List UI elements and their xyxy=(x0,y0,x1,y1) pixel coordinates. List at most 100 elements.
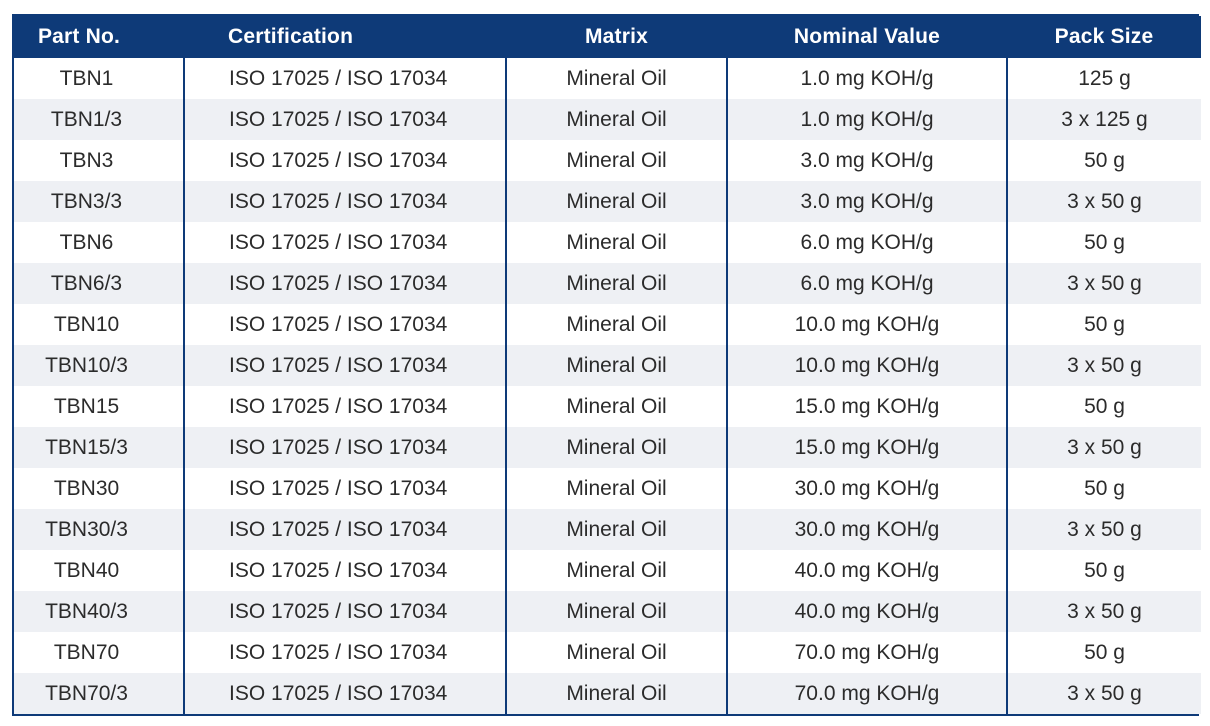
table-body: TBN1 ISO 17025 / ISO 17034 Mineral Oil 1.0 … xyxy=(14,58,1201,714)
cell-certification: ISO 17025 / ISO 17034 xyxy=(183,345,506,386)
table-row: TBN10/3 ISO 17025 / ISO 17034 Mineral Oil 1… xyxy=(14,345,1201,386)
cell-nominal-value: 70.0 mg KOH/g xyxy=(726,632,1007,673)
cell-part-no: TBN10 xyxy=(14,304,184,345)
cell-pack-size: 3 x 50 g xyxy=(1006,673,1201,714)
cell-part-no: TBN40/3 xyxy=(14,591,184,632)
cell-matrix: Mineral Oil xyxy=(505,58,727,99)
cell-nominal-value: 15.0 mg KOH/g xyxy=(726,386,1007,427)
cell-pack-size: 50 g xyxy=(1006,140,1201,181)
cell-nominal-value: 6.0 mg KOH/g xyxy=(726,222,1007,263)
cell-nominal-value: 30.0 mg KOH/g xyxy=(726,509,1007,550)
table-row: TBN30 ISO 17025 / ISO 17034 Mineral Oil 30.… xyxy=(14,468,1201,509)
table-row: TBN40 ISO 17025 / ISO 17034 Mineral Oil 40.… xyxy=(14,550,1201,591)
cell-part-no: TBN1/3 xyxy=(14,99,184,140)
cell-certification: ISO 17025 / ISO 17034 xyxy=(183,222,506,263)
cell-part-no: TBN6/3 xyxy=(14,263,184,304)
table-row: TBN6/3 ISO 17025 / ISO 17034 Mineral Oil 6.… xyxy=(14,263,1201,304)
cell-part-no: TBN30 xyxy=(14,468,184,509)
cell-pack-size: 50 g xyxy=(1006,222,1201,263)
table-row: TBN10 ISO 17025 / ISO 17034 Mineral Oil 10.… xyxy=(14,304,1201,345)
cell-pack-size: 50 g xyxy=(1006,550,1201,591)
cell-part-no: TBN3/3 xyxy=(14,181,184,222)
cell-matrix: Mineral Oil xyxy=(505,222,727,263)
product-table: Part No. Certification Matrix Nominal Va… xyxy=(12,14,1201,716)
cell-pack-size: 3 x 50 g xyxy=(1006,345,1201,386)
cell-matrix: Mineral Oil xyxy=(505,673,727,714)
table-row: TBN3 ISO 17025 / ISO 17034 Mineral Oil 3.0 … xyxy=(14,140,1201,181)
cell-part-no: TBN15/3 xyxy=(14,427,184,468)
table-row: TBN30/3 ISO 17025 / ISO 17034 Mineral Oil 3… xyxy=(14,509,1201,550)
cell-nominal-value: 10.0 mg KOH/g xyxy=(726,345,1007,386)
table-row: TBN3/3 ISO 17025 / ISO 17034 Mineral Oil 3.… xyxy=(14,181,1201,222)
cell-pack-size: 50 g xyxy=(1006,632,1201,673)
cell-part-no: TBN40 xyxy=(14,550,184,591)
product-table-grid: Part No. Certification Matrix Nominal Va… xyxy=(14,16,1201,714)
cell-certification: ISO 17025 / ISO 17034 xyxy=(183,386,506,427)
cell-part-no: TBN70/3 xyxy=(14,673,184,714)
cell-nominal-value: 1.0 mg KOH/g xyxy=(726,99,1007,140)
table-row: TBN15 ISO 17025 / ISO 17034 Mineral Oil 15.… xyxy=(14,386,1201,427)
cell-nominal-value: 40.0 mg KOH/g xyxy=(726,591,1007,632)
table-row: TBN70/3 ISO 17025 / ISO 17034 Mineral Oil 7… xyxy=(14,673,1201,714)
table-row: TBN6 ISO 17025 / ISO 17034 Mineral Oil 6.0 … xyxy=(14,222,1201,263)
cell-matrix: Mineral Oil xyxy=(505,304,727,345)
table-row: TBN1/3 ISO 17025 / ISO 17034 Mineral Oil 1.… xyxy=(14,99,1201,140)
header-pack-size: Pack Size xyxy=(1007,16,1201,58)
cell-certification: ISO 17025 / ISO 17034 xyxy=(183,263,506,304)
table-row: TBN70 ISO 17025 / ISO 17034 Mineral Oil 70.… xyxy=(14,632,1201,673)
cell-matrix: Mineral Oil xyxy=(505,427,727,468)
cell-part-no: TBN30/3 xyxy=(14,509,184,550)
cell-pack-size: 3 x 50 g xyxy=(1006,509,1201,550)
cell-part-no: TBN1 xyxy=(14,58,184,99)
cell-certification: ISO 17025 / ISO 17034 xyxy=(183,673,506,714)
cell-nominal-value: 6.0 mg KOH/g xyxy=(726,263,1007,304)
header-certification: Certification xyxy=(184,16,506,58)
cell-nominal-value: 40.0 mg KOH/g xyxy=(726,550,1007,591)
cell-part-no: TBN10/3 xyxy=(14,345,184,386)
cell-nominal-value: 1.0 mg KOH/g xyxy=(726,58,1007,99)
cell-pack-size: 3 x 50 g xyxy=(1006,427,1201,468)
cell-certification: ISO 17025 / ISO 17034 xyxy=(183,509,506,550)
cell-part-no: TBN70 xyxy=(14,632,184,673)
cell-certification: ISO 17025 / ISO 17034 xyxy=(183,304,506,345)
cell-pack-size: 3 x 50 g xyxy=(1006,263,1201,304)
table-row: TBN40/3 ISO 17025 / ISO 17034 Mineral Oil 4… xyxy=(14,591,1201,632)
cell-matrix: Mineral Oil xyxy=(505,140,727,181)
cell-nominal-value: 30.0 mg KOH/g xyxy=(726,468,1007,509)
cell-matrix: Mineral Oil xyxy=(505,181,727,222)
header-row: Part No. Certification Matrix Nominal Va… xyxy=(14,16,1201,58)
cell-certification: ISO 17025 / ISO 17034 xyxy=(183,468,506,509)
cell-certification: ISO 17025 / ISO 17034 xyxy=(183,427,506,468)
cell-certification: ISO 17025 / ISO 17034 xyxy=(183,591,506,632)
cell-pack-size: 125 g xyxy=(1006,58,1201,99)
cell-nominal-value: 10.0 mg KOH/g xyxy=(726,304,1007,345)
cell-matrix: Mineral Oil xyxy=(505,632,727,673)
cell-matrix: Mineral Oil xyxy=(505,99,727,140)
cell-pack-size: 3 x 125 g xyxy=(1006,99,1201,140)
cell-pack-size: 50 g xyxy=(1006,386,1201,427)
table-header: Part No. Certification Matrix Nominal Va… xyxy=(14,16,1201,58)
cell-pack-size: 3 x 50 g xyxy=(1006,591,1201,632)
table-row: TBN1 ISO 17025 / ISO 17034 Mineral Oil 1.0 … xyxy=(14,58,1201,99)
cell-matrix: Mineral Oil xyxy=(505,509,727,550)
cell-nominal-value: 3.0 mg KOH/g xyxy=(726,140,1007,181)
cell-matrix: Mineral Oil xyxy=(505,468,727,509)
cell-certification: ISO 17025 / ISO 17034 xyxy=(183,99,506,140)
cell-pack-size: 50 g xyxy=(1006,304,1201,345)
table-row: TBN15/3 ISO 17025 / ISO 17034 Mineral Oil 1… xyxy=(14,427,1201,468)
cell-nominal-value: 3.0 mg KOH/g xyxy=(726,181,1007,222)
cell-nominal-value: 70.0 mg KOH/g xyxy=(726,673,1007,714)
cell-certification: ISO 17025 / ISO 17034 xyxy=(183,140,506,181)
cell-part-no: TBN3 xyxy=(14,140,184,181)
cell-matrix: Mineral Oil xyxy=(505,591,727,632)
cell-matrix: Mineral Oil xyxy=(505,263,727,304)
header-part-no: Part No. xyxy=(14,16,184,58)
header-nominal-value: Nominal Value xyxy=(727,16,1007,58)
cell-certification: ISO 17025 / ISO 17034 xyxy=(183,181,506,222)
cell-certification: ISO 17025 / ISO 17034 xyxy=(183,58,506,99)
cell-part-no: TBN15 xyxy=(14,386,184,427)
cell-matrix: Mineral Oil xyxy=(505,550,727,591)
cell-certification: ISO 17025 / ISO 17034 xyxy=(183,550,506,591)
cell-matrix: Mineral Oil xyxy=(505,345,727,386)
cell-nominal-value: 15.0 mg KOH/g xyxy=(726,427,1007,468)
